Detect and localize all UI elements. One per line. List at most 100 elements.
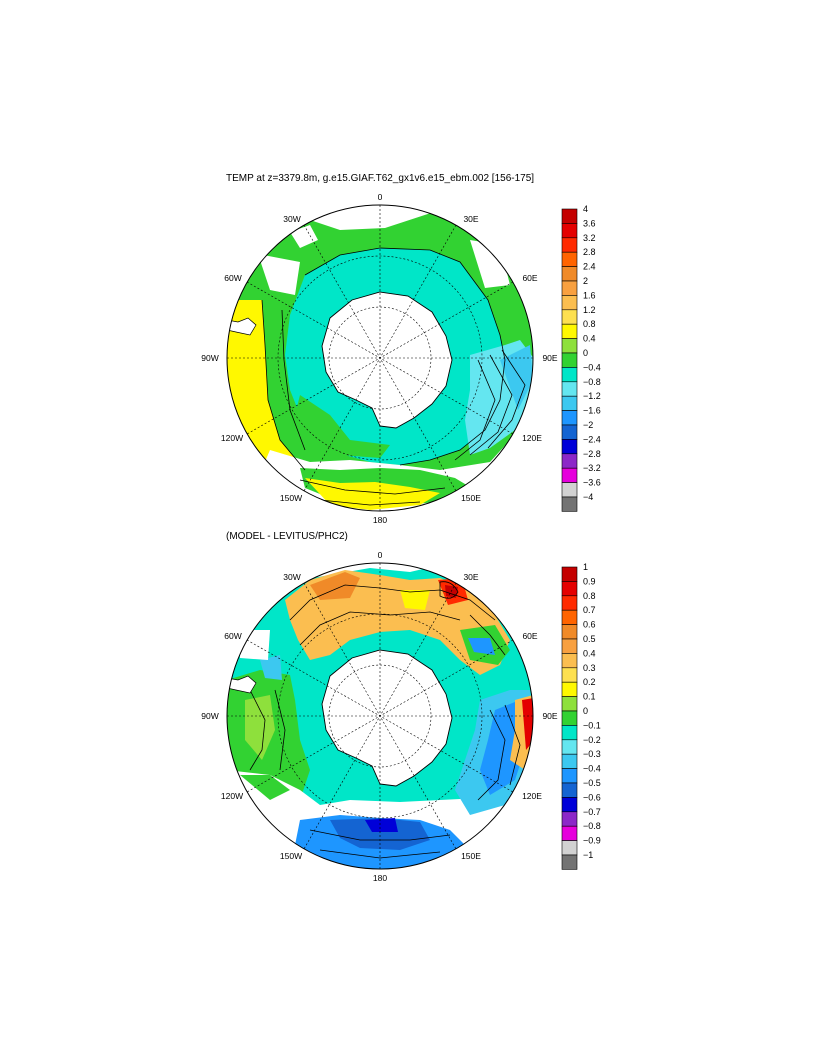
diff-colorbar-swatch bbox=[561, 825, 578, 841]
diff-colorbar-tick-label: −0.9 bbox=[583, 836, 601, 846]
temp-colorbar-tick-label: −2 bbox=[583, 420, 593, 430]
diff-colorbar-tick-label: −0.6 bbox=[583, 792, 601, 802]
temp-colorbar-swatch bbox=[561, 237, 578, 253]
temp-colorbar-tick-label: 0.8 bbox=[583, 319, 596, 329]
diff-colorbar-swatch bbox=[561, 854, 578, 870]
temp-colorbar-swatch bbox=[561, 381, 578, 397]
diff-colorbar-tick-label: 0.3 bbox=[583, 663, 596, 673]
temp-colorbar-tick-label: 2.8 bbox=[583, 247, 596, 257]
temp-label-150e: 150E bbox=[461, 493, 481, 503]
temp-label-120e: 120E bbox=[522, 433, 542, 443]
diff-label-90e: 90E bbox=[542, 711, 557, 721]
temp-colorbar-swatch bbox=[561, 223, 578, 239]
diff-colorbar-tick-label: −1 bbox=[583, 850, 593, 860]
diff-colorbar-swatch bbox=[561, 581, 578, 597]
temp-label-120w: 120W bbox=[221, 433, 243, 443]
temp-colorbar-swatch bbox=[561, 352, 578, 368]
temp-colorbar-swatch bbox=[561, 323, 578, 339]
diff-colorbar-swatch bbox=[561, 638, 578, 654]
temp-field bbox=[227, 205, 533, 511]
temp-colorbar-swatch bbox=[561, 251, 578, 267]
temp-colorbar-tick-label: 0 bbox=[583, 348, 588, 358]
diff-label-120w: 120W bbox=[221, 791, 243, 801]
diff-colorbar-tick-label: −0.8 bbox=[583, 821, 601, 831]
diff-colorbar-tick-label: −0.5 bbox=[583, 778, 601, 788]
temp-colorbar-tick-label: 2.4 bbox=[583, 262, 596, 272]
temp-polar-map: 0 30E 60E 90E 120E 150E 180 150W 120W 90… bbox=[201, 192, 558, 525]
diff-colorbar-swatch bbox=[561, 840, 578, 856]
diff-colorbar-swatch bbox=[561, 696, 578, 712]
diff-colorbar-swatch bbox=[561, 768, 578, 784]
temp-colorbar-swatch bbox=[561, 467, 578, 483]
diff-colorbar-swatch bbox=[561, 797, 578, 813]
diff-field bbox=[227, 563, 533, 869]
temp-colorbar-tick-label: −4 bbox=[583, 492, 593, 502]
temp-label-90w: 90W bbox=[201, 353, 218, 363]
diff-label-60e: 60E bbox=[522, 631, 537, 641]
diff-colorbar-swatch bbox=[561, 811, 578, 827]
diff-colorbar-tick-label: 1 bbox=[583, 562, 588, 572]
temp-colorbar-swatch bbox=[561, 496, 578, 512]
diff-label-150w: 150W bbox=[280, 851, 302, 861]
diff-colorbar-tick-label: 0.1 bbox=[583, 692, 596, 702]
diff-colorbar-tick-label: 0.5 bbox=[583, 634, 596, 644]
diff-colorbar: 1 0.9 0.8 0.7 0.6 0.5 0.4 0.3 0.2 0.1 0 −0.1 −0.2 −0.… bbox=[561, 562, 601, 870]
diff-colorbar-swatch bbox=[561, 609, 578, 625]
top-map-title: TEMP at z=3379.8m, g.e15.GIAF.T62_gx1v6.… bbox=[226, 173, 535, 184]
temp-colorbar-swatch bbox=[561, 424, 578, 440]
temp-colorbar-swatch bbox=[561, 280, 578, 296]
temp-label-30e: 30E bbox=[463, 214, 478, 224]
diff-colorbar-swatch bbox=[561, 753, 578, 769]
temp-label-60w: 60W bbox=[224, 273, 241, 283]
temp-colorbar-swatch bbox=[561, 410, 578, 426]
temp-label-30w: 30W bbox=[283, 214, 300, 224]
diff-graticule bbox=[227, 563, 533, 869]
diff-colorbar-tick-label: 0.8 bbox=[583, 591, 596, 601]
temp-label-0: 0 bbox=[378, 192, 383, 202]
temp-label-60e: 60E bbox=[522, 273, 537, 283]
temp-colorbar-tick-label: 1.6 bbox=[583, 290, 596, 300]
temp-label-150w: 150W bbox=[280, 493, 302, 503]
temp-colorbar-tick-label: 3.2 bbox=[583, 233, 596, 243]
diff-colorbar-swatch bbox=[561, 653, 578, 669]
temp-colorbar-tick-label: −1.2 bbox=[583, 391, 601, 401]
temp-colorbar-tick-label: 2 bbox=[583, 276, 588, 286]
temp-colorbar-swatch bbox=[561, 482, 578, 498]
diff-label-180: 180 bbox=[373, 873, 387, 883]
temp-colorbar-tick-label: −0.8 bbox=[583, 377, 601, 387]
temp-colorbar-tick-label: −3.6 bbox=[583, 478, 601, 488]
diff-colorbar-swatch bbox=[561, 667, 578, 683]
temp-colorbar-swatch bbox=[561, 395, 578, 411]
diff-colorbar-tick-label: 0.7 bbox=[583, 605, 596, 615]
diff-colorbar-swatch bbox=[561, 725, 578, 741]
temp-colorbar-swatch bbox=[561, 295, 578, 311]
diff-colorbar-tick-label: −0.7 bbox=[583, 807, 601, 817]
diff-colorbar-tick-label: 0.4 bbox=[583, 648, 596, 658]
diff-colorbar-swatch bbox=[561, 710, 578, 726]
temp-colorbar-swatch bbox=[561, 439, 578, 455]
diff-colorbar-tick-label: −0.3 bbox=[583, 749, 601, 759]
diff-colorbar-tick-label: 0.2 bbox=[583, 677, 596, 687]
diff-colorbar-swatch bbox=[561, 782, 578, 798]
diff-label-30w: 30W bbox=[283, 572, 300, 582]
temp-colorbar-tick-label: −0.4 bbox=[583, 362, 601, 372]
temp-colorbar-tick-label: 3.6 bbox=[583, 218, 596, 228]
diff-colorbar-tick-label: 0.9 bbox=[583, 576, 596, 586]
temp-colorbar-swatch bbox=[561, 453, 578, 469]
diff-colorbar-swatch bbox=[561, 739, 578, 755]
diff-colorbar-tick-label: −0.2 bbox=[583, 735, 601, 745]
diff-label-60w: 60W bbox=[224, 631, 241, 641]
temp-label-180: 180 bbox=[373, 515, 387, 525]
diff-label-90w: 90W bbox=[201, 711, 218, 721]
temp-colorbar-tick-label: −2.8 bbox=[583, 449, 601, 459]
temp-colorbar-tick-label: 0.4 bbox=[583, 334, 596, 344]
temp-colorbar-tick-label: −3.2 bbox=[583, 463, 601, 473]
diff-polar-map: 0 30E 60E 90E 120E 150E 180 150W 120W 90… bbox=[201, 550, 558, 883]
temp-colorbar: 4 3.6 3.2 2.8 2.4 2 1.6 1.2 0.8 0.4 0 −0.4 −0.8 −1.2 −… bbox=[561, 204, 601, 512]
temp-colorbar-swatch bbox=[561, 367, 578, 383]
diff-colorbar-tick-label: 0.6 bbox=[583, 620, 596, 630]
temp-label-90e: 90E bbox=[542, 353, 557, 363]
temp-colorbar-tick-label: 4 bbox=[583, 204, 588, 214]
temp-graticule bbox=[227, 205, 533, 511]
